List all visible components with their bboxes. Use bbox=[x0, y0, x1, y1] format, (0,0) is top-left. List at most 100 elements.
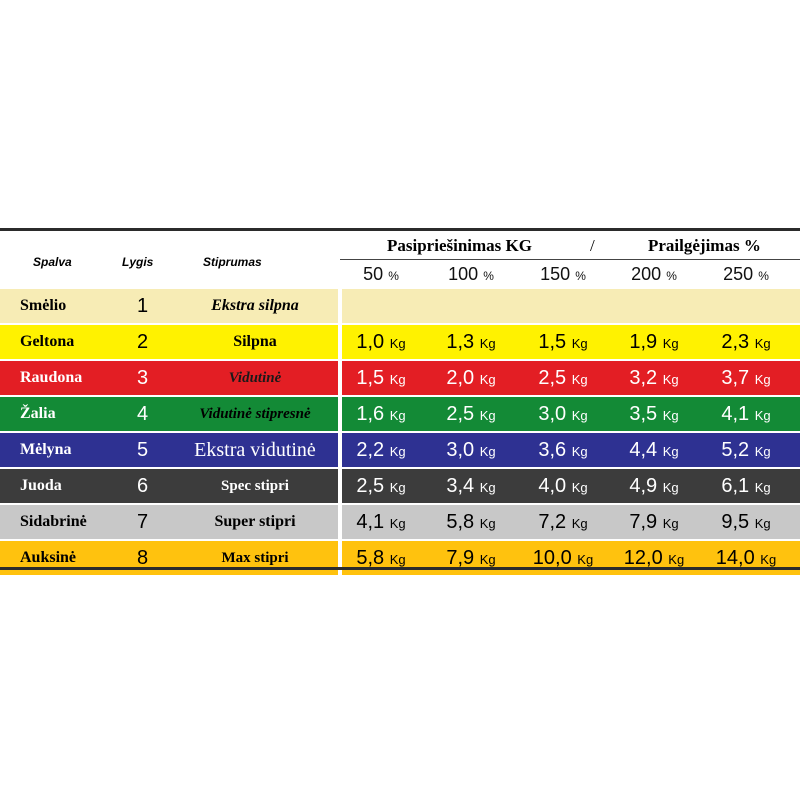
value-unit: Kg bbox=[479, 408, 496, 423]
resistance-value: 3,5 Kg bbox=[608, 397, 700, 431]
value-unit: Kg bbox=[668, 552, 685, 567]
percentage-value: 100 bbox=[448, 264, 479, 284]
value-number: 1,6 bbox=[356, 403, 385, 425]
value-number: 12,0 bbox=[623, 547, 663, 569]
strength-label: Ekstra silpna bbox=[211, 297, 299, 314]
percentage-header: 250 % bbox=[700, 264, 792, 285]
header-divider bbox=[340, 259, 800, 260]
value-unit: Kg bbox=[389, 444, 406, 459]
value-number: 7,9 bbox=[629, 511, 658, 533]
value-number: 3,0 bbox=[446, 439, 475, 461]
resistance-value: 4,1 Kg bbox=[700, 397, 792, 431]
resistance-value: 1,9 Kg bbox=[608, 325, 700, 359]
strength-label: Max stipri bbox=[221, 550, 289, 566]
strength-label: Vidutinė bbox=[228, 370, 282, 386]
value-number: 2,0 bbox=[446, 367, 475, 389]
value-unit: Kg bbox=[760, 552, 777, 567]
resistance-value: 6,1 Kg bbox=[700, 469, 792, 503]
value-number: 9,5 bbox=[721, 511, 750, 533]
resistance-value: 2,5 Kg bbox=[517, 361, 609, 395]
percentage-value: 250 bbox=[723, 264, 754, 284]
value-unit: Kg bbox=[754, 444, 771, 459]
value-unit: Kg bbox=[479, 444, 496, 459]
column-separator bbox=[338, 541, 342, 575]
resistance-value: 12,0 Kg bbox=[608, 541, 700, 575]
value-unit: Kg bbox=[389, 336, 406, 351]
percentage-header: 50 % bbox=[335, 264, 427, 285]
percentage-header: 100 % bbox=[425, 264, 517, 285]
resistance-value: 2,5 Kg bbox=[335, 469, 427, 503]
resistance-value: 7,9 Kg bbox=[425, 541, 517, 575]
column-separator bbox=[338, 433, 342, 467]
value-number: 5,2 bbox=[721, 439, 750, 461]
resistance-value: 4,4 Kg bbox=[608, 433, 700, 467]
level-number: 8 bbox=[136, 547, 149, 569]
level-number: 5 bbox=[136, 439, 149, 461]
value-unit: Kg bbox=[479, 480, 496, 495]
level-number: 4 bbox=[136, 403, 149, 425]
value-unit: Kg bbox=[389, 552, 406, 567]
column-separator bbox=[338, 469, 342, 503]
resistance-value: 3,7 Kg bbox=[700, 361, 792, 395]
value-unit: Kg bbox=[571, 516, 588, 531]
value-number: 3,5 bbox=[629, 403, 658, 425]
color-name: Smėlio bbox=[20, 297, 67, 314]
value-number: 3,2 bbox=[629, 367, 658, 389]
value-unit: Kg bbox=[389, 516, 406, 531]
percentage-unit: % bbox=[758, 269, 769, 283]
value-unit: Kg bbox=[754, 516, 771, 531]
resistance-value: 5,8 Kg bbox=[335, 541, 427, 575]
value-number: 2,2 bbox=[356, 439, 385, 461]
resistance-value: 1,5 Kg bbox=[335, 361, 427, 395]
table-top-border bbox=[0, 228, 800, 231]
value-number: 7,2 bbox=[538, 511, 567, 533]
strength-label: Super stipri bbox=[214, 513, 296, 530]
resistance-value: 10,0 Kg bbox=[517, 541, 609, 575]
value-number: 4,0 bbox=[538, 475, 567, 497]
table-row: Smėlio 1 Ekstra silpna bbox=[0, 289, 800, 323]
level-number: 3 bbox=[136, 367, 149, 389]
resistance-value: 3,6 Kg bbox=[517, 433, 609, 467]
value-unit: Kg bbox=[389, 372, 406, 387]
value-unit: Kg bbox=[479, 552, 496, 567]
value-number: 5,8 bbox=[446, 511, 475, 533]
value-unit: Kg bbox=[571, 444, 588, 459]
value-unit: Kg bbox=[479, 336, 496, 351]
level-number: 2 bbox=[136, 331, 149, 353]
value-unit: Kg bbox=[662, 444, 679, 459]
resistance-band-table: Pasipriešinimas KG / Prailgėjimas % Spal… bbox=[0, 228, 800, 575]
table-row: Žalia 4 Vidutinė stipresnė 1,6 Kg 2,5 Kg 3,0 … bbox=[0, 397, 800, 431]
column-separator bbox=[338, 325, 342, 359]
color-name: Auksinė bbox=[20, 549, 77, 566]
resistance-value: 2,0 Kg bbox=[425, 361, 517, 395]
value-unit: Kg bbox=[754, 336, 771, 351]
value-number: 6,1 bbox=[721, 475, 750, 497]
value-unit: Kg bbox=[571, 336, 588, 351]
value-unit: Kg bbox=[571, 480, 588, 495]
value-unit: Kg bbox=[754, 372, 771, 387]
value-number: 1,9 bbox=[629, 331, 658, 353]
resistance-value: 4,9 Kg bbox=[608, 469, 700, 503]
strength-label: Ekstra vidutinė bbox=[194, 439, 316, 461]
resistance-value: 1,3 Kg bbox=[425, 325, 517, 359]
color-name: Geltona bbox=[20, 333, 75, 350]
strength-label: Silpna bbox=[233, 333, 277, 350]
resistance-value: 14,0 Kg bbox=[700, 541, 792, 575]
value-unit: Kg bbox=[577, 552, 594, 567]
column-header-level: Lygis bbox=[122, 255, 154, 269]
level-number: 7 bbox=[136, 511, 149, 533]
table-row: Mėlyna 5 Ekstra vidutinė 2,2 Kg 3,0 Kg 3,6 Kg… bbox=[0, 433, 800, 467]
resistance-value: 2,3 Kg bbox=[700, 325, 792, 359]
value-number: 4,1 bbox=[356, 511, 385, 533]
table-row: Geltona 2 Silpna 1,0 Kg 1,3 Kg 1,5 Kg 1,9 Kg 2,… bbox=[0, 325, 800, 359]
color-name: Sidabrinė bbox=[20, 513, 87, 530]
value-unit: Kg bbox=[662, 336, 679, 351]
resistance-value: 2,5 Kg bbox=[425, 397, 517, 431]
value-unit: Kg bbox=[389, 480, 406, 495]
level-number: 6 bbox=[136, 475, 149, 497]
value-number: 2,5 bbox=[446, 403, 475, 425]
resistance-value: 3,4 Kg bbox=[425, 469, 517, 503]
column-separator bbox=[338, 361, 342, 395]
color-name: Raudona bbox=[20, 369, 83, 386]
level-number: 1 bbox=[136, 295, 149, 317]
